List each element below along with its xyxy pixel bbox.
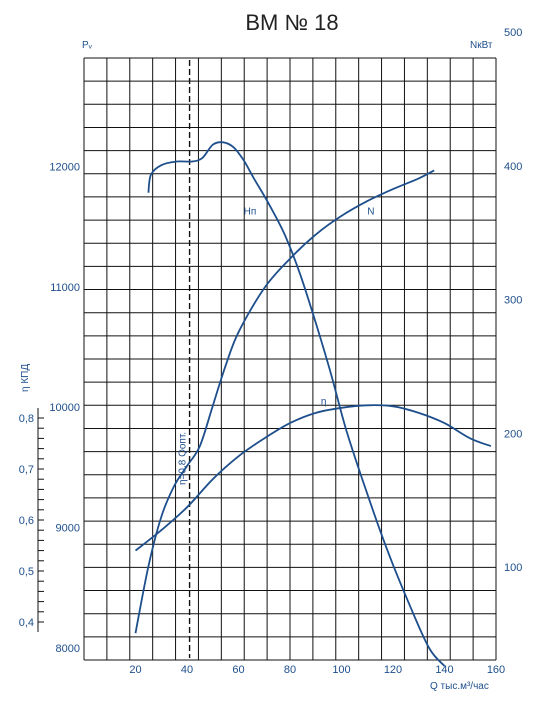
chart-title: ВМ № 18 — [245, 10, 338, 35]
power-tick-label: 100 — [504, 562, 522, 574]
power-tick-label: 400 — [504, 161, 522, 173]
eta-tick-label: 0,5 — [19, 566, 34, 578]
series-line-pressure — [147, 141, 446, 667]
x-tick-label: 20 — [129, 664, 141, 676]
x-tick-label: 40 — [181, 664, 193, 676]
x-tick-label: 80 — [284, 664, 296, 676]
x-tick-label: 100 — [332, 664, 350, 676]
series-line-eta — [134, 404, 492, 552]
pressure-tick-label: 12000 — [49, 161, 80, 173]
x-tick-label: 140 — [435, 664, 453, 676]
x-tick-label: 60 — [232, 664, 244, 676]
power-tick-label: 500 — [504, 27, 522, 39]
pressure-tick-label: 11000 — [50, 282, 80, 294]
series-line-power — [134, 169, 435, 634]
eta-tick-label: 0,7 — [19, 464, 34, 476]
series-label-eta: η — [321, 397, 327, 408]
right-axis-label: NкВт — [470, 40, 493, 51]
series-label-power: N — [367, 207, 374, 218]
eta-tick-label: 0,4 — [19, 617, 34, 629]
pressure-tick-label: 8000 — [56, 643, 80, 655]
eta-tick-label: 0,8 — [19, 413, 34, 425]
plot-area: 20 40 60 80 100 120 140 160 8000 9000 10000 11000 12… — [19, 27, 523, 676]
x-axis-label: Q тыс.м³/час — [430, 681, 489, 692]
left-axis-label: Pᵥ — [82, 40, 93, 51]
eta-tick-label: 0,6 — [19, 515, 34, 527]
series-label-pressure: Hп — [244, 207, 257, 218]
optimum-annotation: η=0,8 Qопт. — [178, 432, 189, 485]
pressure-tick-label: 9000 — [56, 523, 80, 535]
eta-axis-label: η КПД — [20, 364, 31, 392]
pressure-tick-label: 10000 — [49, 402, 80, 414]
power-tick-label: 200 — [504, 428, 522, 440]
x-tick-label: 120 — [384, 664, 402, 676]
x-tick-label: 160 — [487, 664, 505, 676]
power-tick-label: 300 — [504, 295, 522, 307]
